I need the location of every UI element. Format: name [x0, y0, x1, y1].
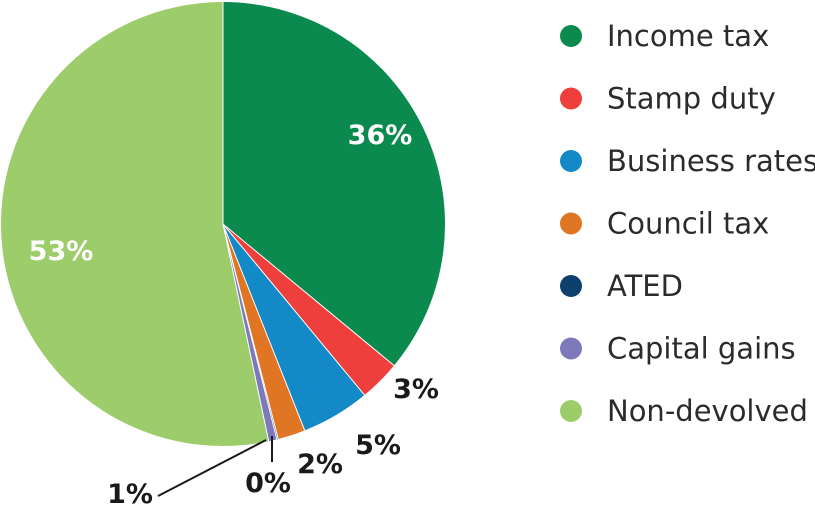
legend-label-non-devolved: Non-devolved	[607, 394, 808, 428]
slice-labels: 36% 3% 5% 2%0% 1% 53%	[29, 120, 439, 510]
legend-item-stamp-duty: Stamp duty	[560, 82, 776, 116]
legend-item-income-tax: Income tax	[560, 19, 769, 53]
pie-slice-non-devolved	[0, 1, 269, 447]
legend-swatch-council-tax	[560, 212, 582, 235]
legend-item-capital-gains: Capital gains	[560, 332, 796, 366]
slice-separator	[222, 223, 395, 366]
slice-label-non-devolved: 53%	[29, 236, 94, 267]
pie-slice-income-tax	[223, 2, 445, 366]
slice-separator	[222, 223, 365, 396]
slice-label-ated: 0%	[245, 468, 291, 499]
pie-slice-stamp-duty	[223, 224, 395, 396]
pie-slices	[0, 1, 445, 447]
slice-label-capital-gains: 1%	[107, 479, 153, 510]
legend-item-non-devolved: Non-devolved	[560, 394, 808, 428]
leader-line-capital-gains	[157, 439, 267, 497]
legend-item-ated: ATED	[560, 269, 683, 303]
legend: Income tax Stamp duty Business rates Counci…	[560, 19, 815, 428]
legend-label-business-rates: Business rates	[607, 144, 815, 178]
pie-slice-business-rates	[223, 224, 365, 431]
legend-label-capital-gains: Capital gains	[607, 332, 796, 366]
legend-item-council-tax: Council tax	[560, 207, 769, 241]
slice-label-stamp-duty: 3%	[393, 374, 439, 405]
slice-separator	[222, 223, 270, 442]
slice-label-business-rates: 5%	[355, 430, 401, 461]
legend-label-ated: ATED	[607, 269, 683, 303]
leader-lines	[157, 436, 273, 497]
slice-separator	[222, 223, 278, 440]
legend-swatch-income-tax	[560, 25, 582, 47]
legend-item-business-rates: Business rates	[560, 144, 815, 178]
legend-swatch-ated	[560, 275, 582, 297]
legend-label-income-tax: Income tax	[607, 19, 769, 53]
legend-swatch-capital-gains	[560, 337, 582, 360]
pie-slice-council-tax	[223, 224, 305, 440]
legend-swatch-stamp-duty	[560, 87, 582, 110]
slice-label-council-tax: 2%	[297, 449, 343, 480]
legend-label-council-tax: Council tax	[607, 207, 769, 241]
slice-separator	[222, 223, 306, 431]
legend-swatch-business-rates	[560, 150, 582, 172]
legend-label-stamp-duty: Stamp duty	[607, 82, 776, 116]
slice-label-income-tax: 36%	[348, 120, 413, 151]
legend-swatch-non-devolved	[560, 400, 582, 422]
